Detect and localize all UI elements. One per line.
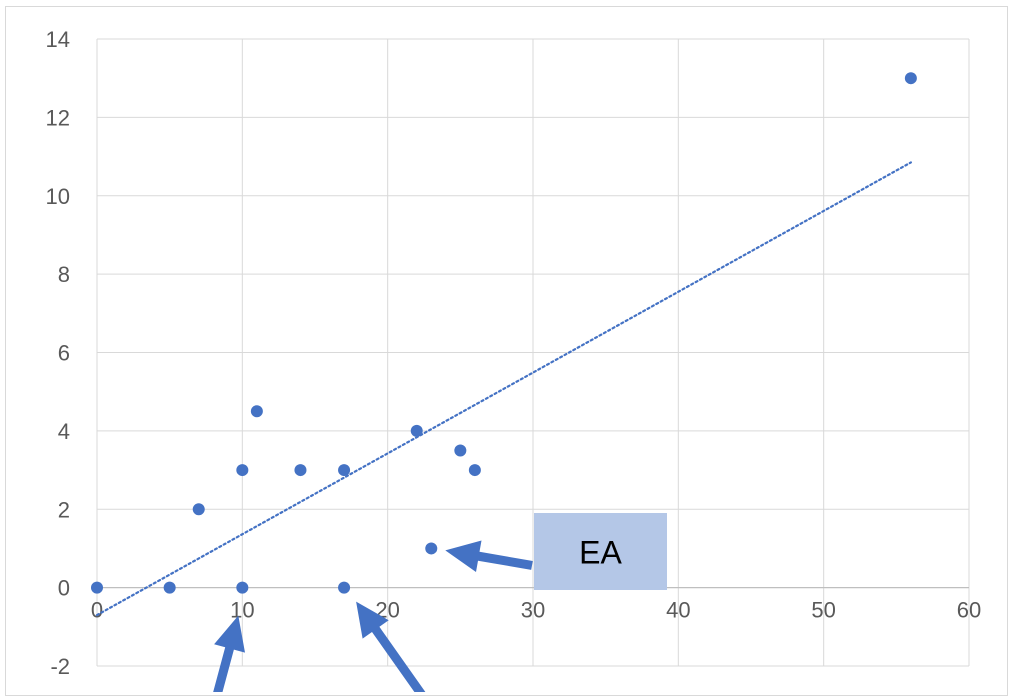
- y-tick-label: 14: [46, 27, 70, 52]
- x-tick-label: 60: [957, 598, 981, 623]
- annotation-arrow-right: [356, 601, 426, 692]
- data-point: [163, 581, 176, 594]
- data-point: [250, 405, 263, 418]
- y-tick-label: 10: [46, 184, 70, 209]
- gridlines: [96, 38, 970, 667]
- x-tick-label: 10: [230, 598, 254, 623]
- data-point: [192, 503, 205, 516]
- y-tick-label: -2: [50, 654, 70, 679]
- chart-frame: [5, 6, 1008, 696]
- x-tick-label: 0: [91, 598, 103, 623]
- annotation-arrow-ea: [445, 540, 533, 572]
- y-tick-label: 6: [58, 341, 70, 366]
- y-tick-label: 0: [58, 576, 70, 601]
- y-tick-label: 8: [58, 262, 70, 287]
- data-point: [425, 542, 438, 555]
- y-tick-label: 2: [58, 497, 70, 522]
- data-points: [91, 72, 917, 594]
- annotation-arrow-left: [213, 615, 245, 692]
- data-point: [468, 464, 481, 477]
- data-point: [338, 464, 351, 477]
- annotations: EA: [213, 513, 667, 692]
- x-tick-label: 40: [666, 598, 690, 623]
- annotation-box: [534, 513, 667, 590]
- data-point: [236, 464, 249, 477]
- data-point: [294, 464, 307, 477]
- data-point: [338, 581, 351, 594]
- data-point: [454, 444, 467, 457]
- data-point: [91, 581, 103, 594]
- x-tick-label: 30: [521, 598, 545, 623]
- trendline-layer: [95, 161, 912, 617]
- x-tick-label: 50: [811, 598, 835, 623]
- y-tick-label: 12: [46, 105, 70, 130]
- data-point: [904, 72, 917, 85]
- trendline: [95, 161, 912, 617]
- annotation-label: EA: [579, 535, 622, 571]
- data-point: [410, 424, 423, 437]
- data-point: [236, 581, 249, 594]
- y-tick-label: 4: [58, 419, 70, 444]
